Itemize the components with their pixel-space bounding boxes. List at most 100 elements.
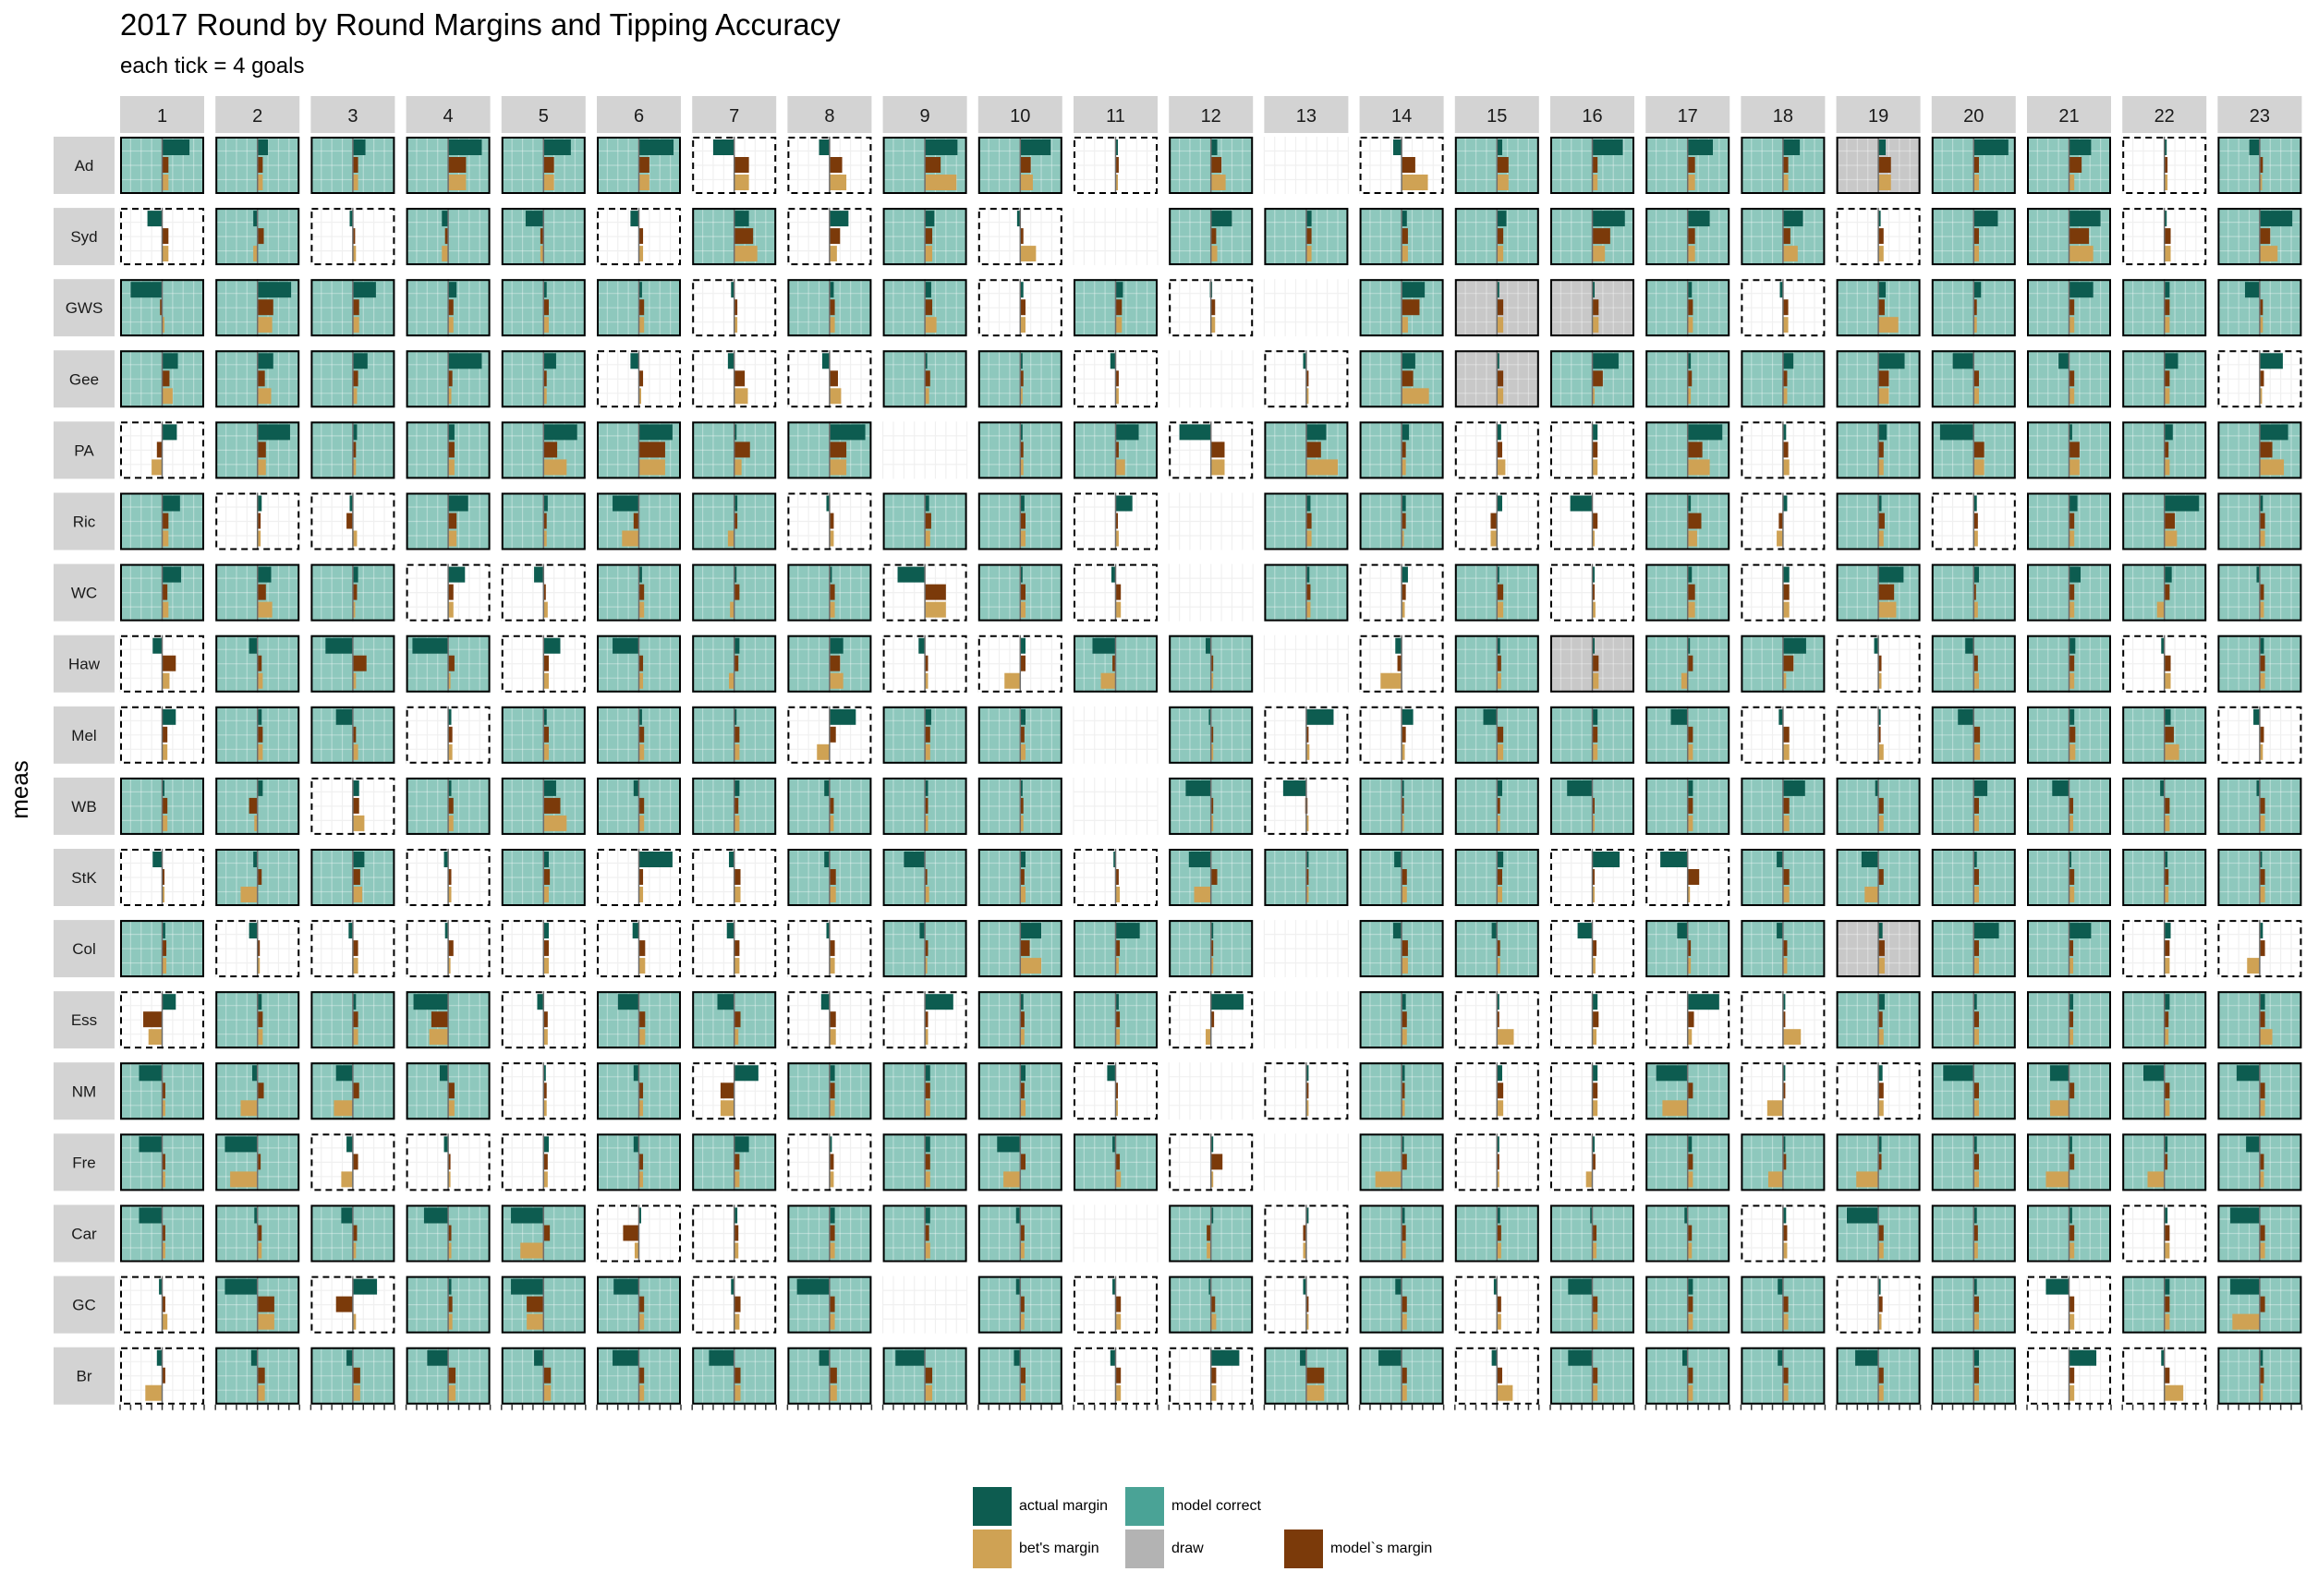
- model-margin-bar: [2069, 441, 2080, 458]
- row-strip: [54, 421, 115, 479]
- model-margin-bar: [2069, 655, 2075, 671]
- model-margin-bar: [1497, 441, 1502, 458]
- panel-border: [787, 279, 872, 337]
- model-margin-bar: [1115, 513, 1118, 529]
- model-margin-bar: [1687, 370, 1693, 387]
- actual-margin-bar: [162, 566, 181, 583]
- row-strip-label: WB: [71, 798, 96, 816]
- facet-strip: [215, 96, 300, 133]
- model-margin-bar: [257, 157, 263, 173]
- bet-margin-bar: [925, 744, 930, 760]
- actual-margin-bar: [829, 211, 849, 227]
- panel-border: [406, 492, 491, 550]
- panel-border: [1931, 350, 2016, 408]
- panel-border: [1454, 492, 1539, 550]
- model-margin-bar: [1115, 441, 1119, 458]
- actual-margin-bar: [1016, 211, 1021, 227]
- facet-strip: [1550, 96, 1634, 133]
- model-margin-bar: [448, 726, 453, 743]
- actual-margin-bar: [1497, 211, 1507, 227]
- panel-border: [310, 350, 395, 408]
- chart-subtitle: each tick = 4 goals: [120, 54, 305, 79]
- row-strip: [54, 1276, 115, 1334]
- model-margin-bar: [249, 797, 258, 814]
- panel-border: [882, 492, 967, 550]
- panel-border: [2122, 350, 2207, 408]
- actual-margin-bar: [325, 637, 353, 654]
- bet-margin-bar: [734, 744, 740, 760]
- actual-margin-bar: [1115, 923, 1140, 939]
- model-margin-bar: [1878, 441, 1884, 458]
- panel-border: [597, 208, 681, 266]
- actual-margin-bar: [352, 780, 359, 796]
- panel-border: [310, 421, 395, 479]
- panel-border: [2122, 421, 2207, 479]
- bet-margin-bar: [1782, 815, 1790, 831]
- model-margin-bar: [2259, 584, 2264, 600]
- bet-margin-bar: [1497, 744, 1504, 760]
- panel-border: [120, 706, 204, 764]
- bet-margin-bar: [448, 744, 453, 760]
- panel-border: [1836, 421, 1921, 479]
- panel-border: [1645, 137, 1730, 194]
- bet-margin-bar: [1020, 601, 1026, 618]
- model-margin-bar: [829, 584, 835, 600]
- actual-margin-bar: [734, 637, 740, 654]
- actual-margin-bar: [904, 852, 926, 867]
- actual-margin-bar: [1952, 353, 1974, 369]
- panel-border: [1169, 635, 1254, 693]
- bet-margin-bar: [162, 388, 173, 405]
- panel-border: [1264, 350, 1349, 408]
- bet-margin-bar: [1305, 530, 1312, 547]
- row-strip: [54, 1133, 115, 1191]
- facet-strip: [1836, 96, 1921, 133]
- panel-border: [120, 421, 204, 479]
- bet-margin-bar: [638, 459, 665, 476]
- actual-margin-bar: [731, 282, 734, 298]
- bet-margin-bar: [1687, 388, 1692, 405]
- actual-margin-bar: [1577, 923, 1593, 939]
- panel-border: [1169, 706, 1254, 764]
- model-margin-bar: [1878, 940, 1885, 957]
- bet-margin-bar: [543, 459, 567, 476]
- actual-margin-bar: [1483, 708, 1498, 725]
- bet-margin-bar: [257, 388, 272, 405]
- model-margin-bar: [734, 869, 741, 885]
- bet-margin-bar: [1305, 246, 1312, 262]
- facet-strip-label: 6: [634, 106, 644, 127]
- actual-margin-bar: [257, 708, 262, 725]
- bet-margin-bar: [734, 246, 758, 262]
- actual-margin-bar: [1861, 852, 1879, 867]
- model-margin-bar: [352, 655, 367, 671]
- panel-border: [1836, 350, 1921, 408]
- bet-margin-bar: [2259, 887, 2265, 902]
- bet-margin-bar: [2164, 175, 2168, 190]
- facet-strip: [2217, 96, 2302, 133]
- bet-margin-bar: [1782, 175, 1789, 190]
- actual-margin-bar: [1393, 923, 1402, 939]
- actual-margin-bar: [1110, 353, 1116, 369]
- row-strip: [54, 920, 115, 978]
- bet-margin-bar: [448, 317, 454, 333]
- bet-margin-bar: [257, 459, 266, 476]
- actual-margin-bar: [821, 353, 830, 369]
- panel-border: [2217, 350, 2302, 408]
- actual-margin-bar: [2259, 495, 2264, 512]
- bet-margin-bar: [734, 887, 741, 902]
- panel-border: [1454, 137, 1539, 194]
- actual-margin-bar: [1878, 282, 1887, 298]
- model-margin-bar: [2259, 370, 2264, 387]
- model-margin-bar: [543, 299, 549, 316]
- bet-margin-bar: [1497, 175, 1509, 190]
- actual-margin-bar: [543, 424, 577, 441]
- bet-margin-bar: [257, 317, 273, 333]
- actual-margin-bar: [1179, 424, 1211, 441]
- actual-margin-bar: [352, 566, 358, 583]
- model-margin-bar: [257, 726, 263, 743]
- actual-margin-bar: [2259, 637, 2264, 654]
- bet-margin-bar: [1878, 958, 1885, 974]
- panel-border: [2217, 421, 2302, 479]
- actual-margin-bar: [152, 637, 163, 654]
- bet-margin-bar: [1681, 672, 1688, 689]
